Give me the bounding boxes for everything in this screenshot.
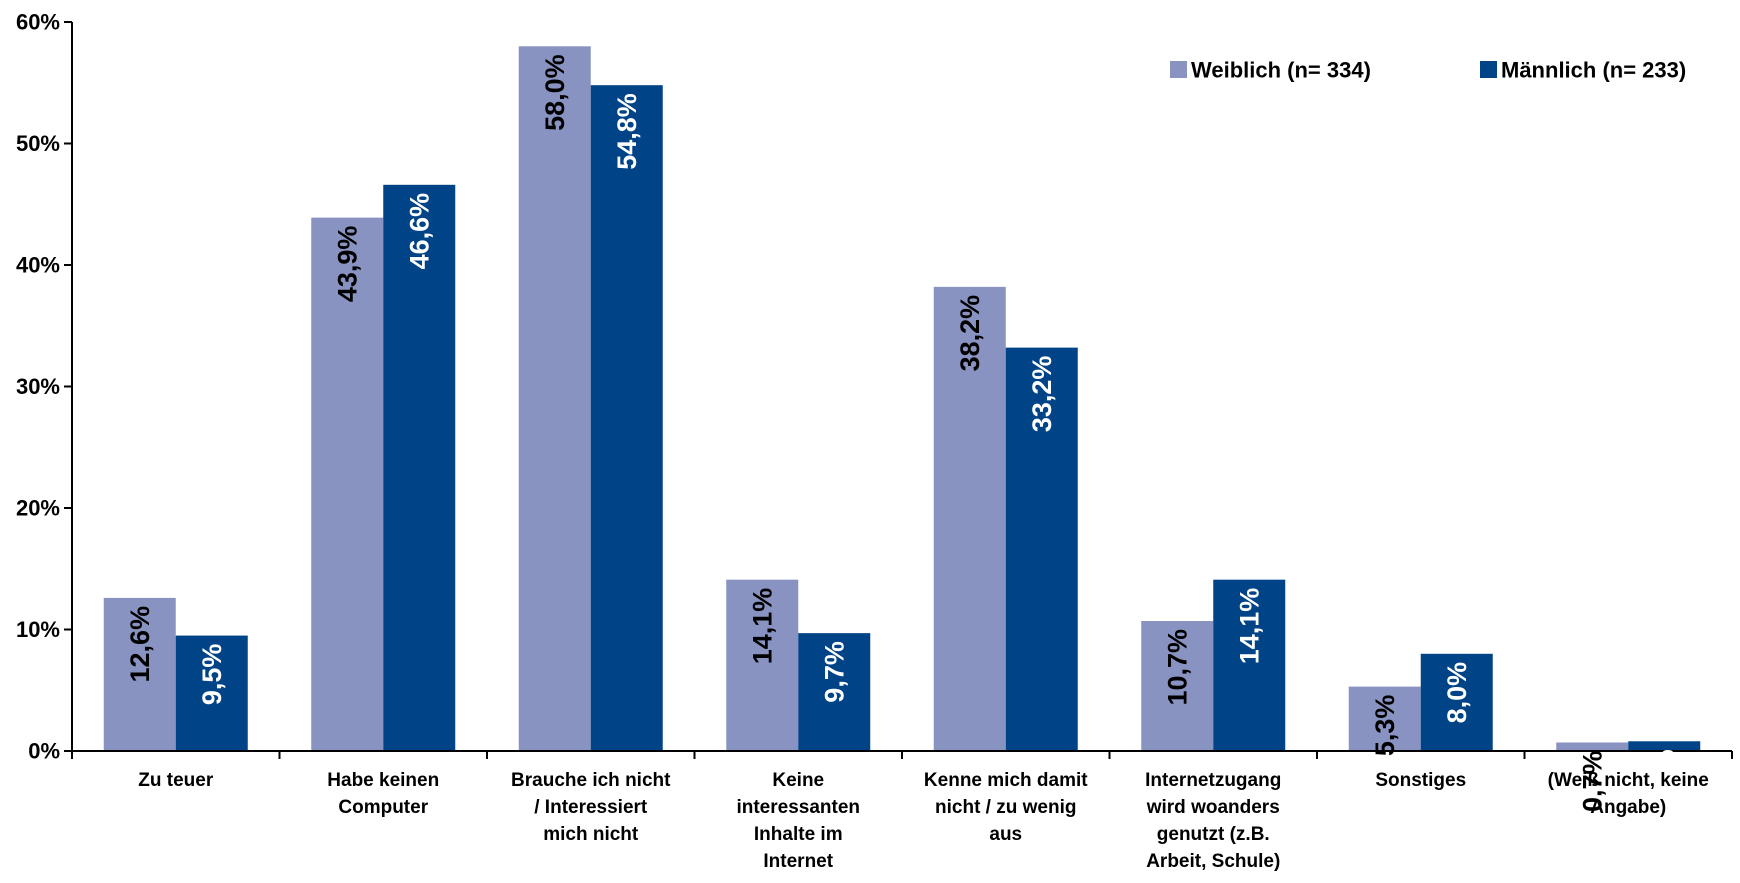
value-label-series2-cat6: 14,1% <box>1234 588 1264 665</box>
category-label-line: Brauche ich nicht <box>511 770 671 791</box>
category-label-line: / Interessiert <box>534 797 648 818</box>
category-label-line: mich nicht <box>543 824 639 845</box>
value-label-series1-cat6: 10,7% <box>1162 629 1192 706</box>
bars-layer <box>104 46 1701 751</box>
category-label-3: Brauche ich nicht / Interessiert mich nich… <box>511 770 671 845</box>
category-label-line: aus <box>989 824 1022 845</box>
y-tick-label: 50% <box>16 131 60 156</box>
value-label-series1-cat7: 5,3% <box>1370 695 1400 757</box>
value-label-series2-cat4: 9,7% <box>819 641 849 703</box>
category-label-8: (Weiß nicht, keine Angabe) <box>1548 770 1709 818</box>
value-label-series1-cat4: 14,1% <box>747 588 777 665</box>
category-label-line: Habe keinen <box>327 770 439 791</box>
legend-label-series2: Männlich (n= 233) <box>1501 58 1686 83</box>
axes-layer: 0% 10% 20% 30% 40% 50% 60% <box>16 10 1732 764</box>
value-label-series1-cat5: 38,2% <box>955 295 985 372</box>
category-label-7: Sonstiges <box>1375 770 1466 791</box>
legend-label-series1: Weiblich (n= 334) <box>1191 58 1371 83</box>
category-label-line: Kenne mich damit <box>924 770 1088 791</box>
category-label-line: Zu teuer <box>138 770 214 791</box>
value-label-series1-cat1: 12,6% <box>125 606 155 683</box>
category-label-line: Internet <box>763 851 833 872</box>
category-label-line: Computer <box>338 797 428 818</box>
category-label-line: Arbeit, Schule) <box>1146 851 1280 872</box>
legend-swatch-series2 <box>1480 61 1497 78</box>
category-label-2: Habe keinen Computer <box>327 770 439 818</box>
bar-series1-cat8 <box>1556 742 1628 751</box>
category-label-line: nicht / zu wenig <box>935 797 1076 818</box>
y-tick-label: 20% <box>16 496 60 521</box>
value-label-series1-cat3: 58,0% <box>540 54 570 131</box>
category-label-line: Sonstiges <box>1375 770 1466 791</box>
category-label-line: Inhalte im <box>754 824 843 845</box>
category-label-6: Internetzugang wird woanders genutzt (z.B.… <box>1145 770 1281 872</box>
y-tick-label: 30% <box>16 374 60 399</box>
category-label-4: Keine interessanten Inhalte im Internet <box>736 770 860 872</box>
y-tick-label: 0% <box>28 739 60 764</box>
value-label-series2-cat7: 8,0% <box>1442 662 1472 724</box>
bar-series2-cat3 <box>591 85 663 751</box>
legend-swatch-series1 <box>1170 61 1187 78</box>
value-label-series2-cat3: 54,8% <box>612 93 642 170</box>
category-label-line: genutzt (z.B. <box>1157 824 1270 845</box>
category-label-line: interessanten <box>736 797 860 818</box>
category-label-5: Kenne mich damit nicht / zu wenig aus <box>924 770 1088 845</box>
category-label-line: Keine <box>772 770 824 791</box>
value-label-series2-cat5: 33,2% <box>1027 356 1057 433</box>
value-label-series1-cat2: 43,9% <box>332 226 362 303</box>
value-label-series2-cat1: 9,5% <box>197 644 227 706</box>
y-tick-label: 40% <box>16 253 60 278</box>
value-label-series2-cat2: 46,6% <box>404 193 434 270</box>
category-label-line: (Weiß nicht, keine <box>1548 770 1709 791</box>
category-label-line: wird woanders <box>1146 797 1280 818</box>
category-label-1: Zu teuer <box>138 770 214 791</box>
bar-series1-cat3 <box>519 46 591 751</box>
legend: Weiblich (n= 334) Männlich (n= 233) <box>1170 58 1686 83</box>
category-label-line: Angabe) <box>1590 797 1666 818</box>
y-tick-label: 10% <box>16 617 60 642</box>
y-tick-label: 60% <box>16 10 60 35</box>
category-label-line: Internetzugang <box>1145 770 1281 791</box>
